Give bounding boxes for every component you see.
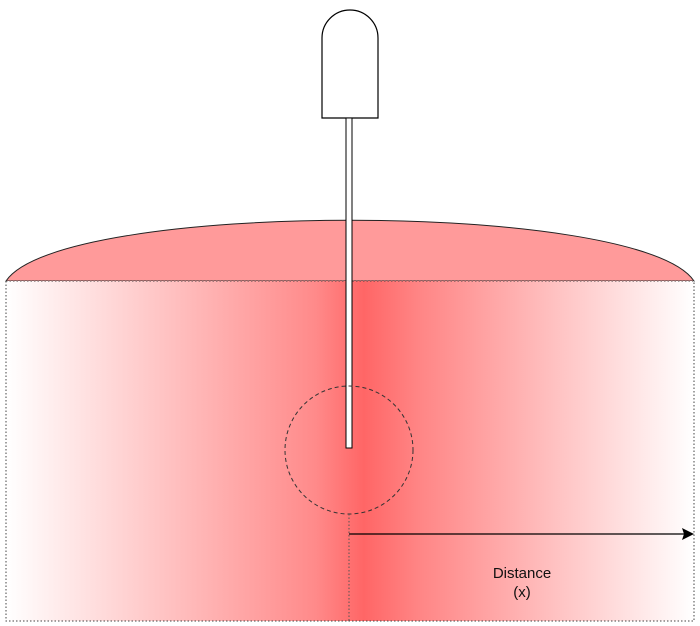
distance-label-line2: (x): [513, 584, 531, 601]
probe-icon: [321, 9, 379, 119]
distance-label: Distance (x): [470, 564, 574, 602]
distance-arrow-icon: [349, 528, 694, 540]
probe-needle: [345, 117, 353, 449]
distance-label-line1: Distance: [492, 565, 552, 582]
